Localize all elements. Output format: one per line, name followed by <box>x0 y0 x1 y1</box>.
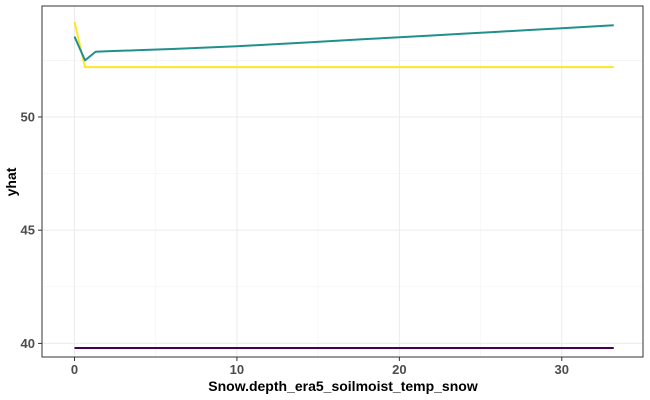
x-tick-label: 10 <box>230 362 244 377</box>
y-tick-label: 45 <box>21 223 35 238</box>
series-lines <box>73 21 614 349</box>
x-tick-label: 0 <box>71 362 78 377</box>
x-axis-title: Snow.depth_era5_soilmoist_temp_snow <box>208 378 478 394</box>
y-axis-title: yhat <box>3 167 19 196</box>
x-tick-label: 30 <box>555 362 569 377</box>
y-tick-label: 50 <box>21 109 35 124</box>
major-grid <box>42 6 643 357</box>
series-line-2 <box>73 24 614 62</box>
y-tick-label: 40 <box>21 336 35 351</box>
panel-border <box>41 5 644 358</box>
series-line-1 <box>73 21 614 69</box>
y-axis-ticks: 40 45 50 <box>21 109 42 351</box>
x-axis-ticks: 0 10 20 30 <box>71 357 569 377</box>
x-tick-label: 20 <box>392 362 406 377</box>
minor-grid <box>42 6 644 357</box>
